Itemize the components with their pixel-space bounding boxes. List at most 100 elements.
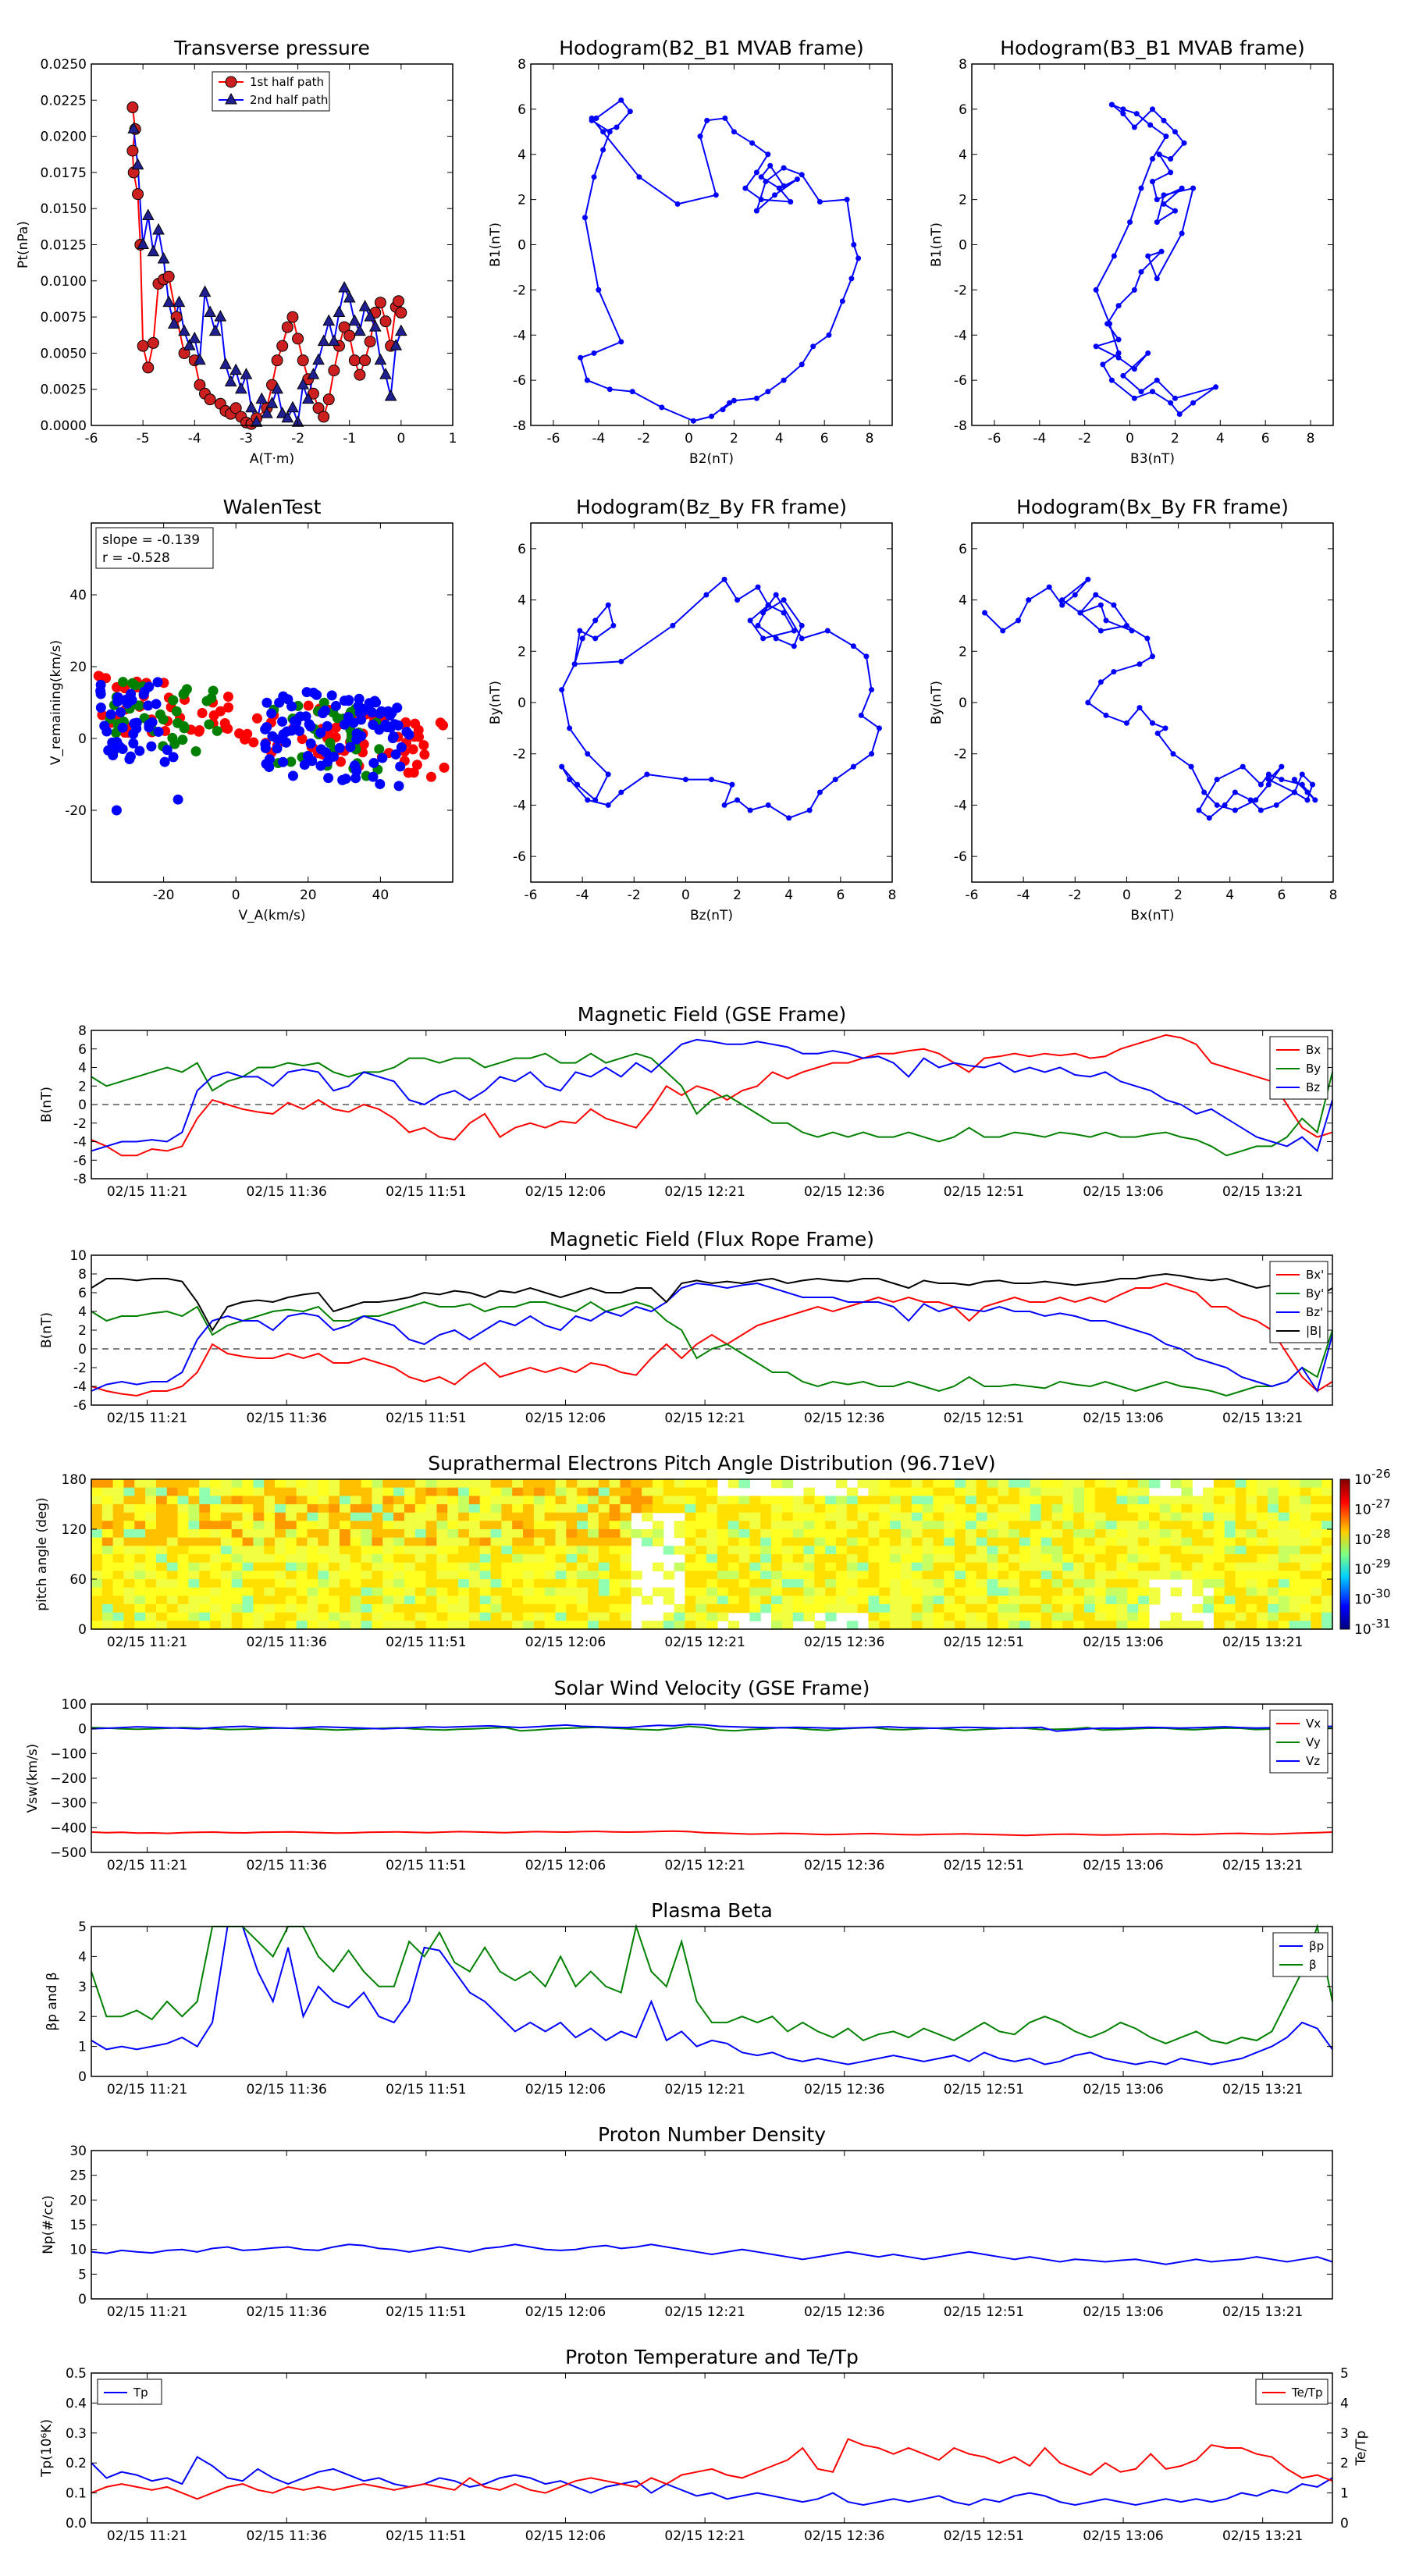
- heatmap-cell: [264, 1579, 276, 1589]
- hodogram-point: [747, 617, 753, 624]
- heatmap-cell: [134, 1479, 146, 1489]
- heatmap-cell: [436, 1579, 448, 1589]
- walen-point: [116, 706, 126, 717]
- heatmap-cell: [1105, 1479, 1118, 1489]
- heatmap-cell: [112, 1596, 125, 1605]
- y-tick-label: 6: [78, 1042, 87, 1058]
- heatmap-cell: [318, 1604, 329, 1614]
- heatmap-cell: [760, 1604, 772, 1614]
- heatmap-cell: [1040, 1612, 1053, 1621]
- heatmap-cell: [1116, 1562, 1128, 1571]
- chart-title: WalenTest: [223, 496, 322, 518]
- y-tick-label: 0.5: [66, 2366, 87, 2382]
- heatmap-cell: [685, 1504, 696, 1514]
- heatmap-cell: [1105, 1487, 1118, 1496]
- heatmap-cell: [404, 1604, 416, 1614]
- heatmap-cell: [1246, 1529, 1257, 1539]
- x-tick-label: 02/15 13:21: [1222, 1635, 1303, 1650]
- hodogram-point: [1304, 789, 1311, 795]
- heatmap-cell: [825, 1546, 837, 1555]
- heatmap-cell: [523, 1621, 535, 1630]
- heatmap-cell: [490, 1596, 502, 1605]
- heatmap-cell: [458, 1587, 470, 1596]
- heatmap-cell: [1278, 1546, 1290, 1555]
- heatmap-cell: [340, 1487, 351, 1496]
- heatmap-cell: [1030, 1587, 1042, 1596]
- heatmap-cell: [965, 1487, 977, 1496]
- heatmap-cell: [145, 1604, 157, 1614]
- heatmap-cell: [609, 1604, 621, 1614]
- heatmap-cell: [944, 1537, 955, 1546]
- heatmap-cell: [199, 1479, 211, 1489]
- heatmap-cell: [425, 1571, 438, 1580]
- heatmap-cell: [436, 1562, 448, 1571]
- heatmap-cell: [933, 1504, 944, 1514]
- heatmap-cell: [340, 1571, 351, 1580]
- walen-point: [392, 703, 403, 713]
- heatmap-cell: [1094, 1521, 1107, 1530]
- heatmap-cell: [1170, 1521, 1183, 1530]
- heatmap-cell: [642, 1496, 653, 1505]
- heatmap-cell: [264, 1621, 276, 1630]
- heatmap-cell: [479, 1546, 492, 1555]
- heatmap-cell: [275, 1521, 286, 1530]
- heatmap-cell: [879, 1512, 891, 1521]
- heatmap-cell: [382, 1529, 394, 1539]
- heatmap-cell: [361, 1537, 373, 1546]
- legend-label: Bx: [1306, 1043, 1321, 1057]
- y-tick-label: 0.1: [66, 2486, 87, 2502]
- heatmap-cell: [771, 1504, 783, 1514]
- walen-point: [396, 742, 407, 753]
- heatmap-cell: [1019, 1521, 1031, 1530]
- heatmap-cell: [890, 1562, 902, 1571]
- heatmap-cell: [458, 1579, 470, 1589]
- heatmap-cell: [479, 1587, 492, 1596]
- heatmap-cell: [512, 1487, 524, 1496]
- heatmap-cell: [134, 1512, 146, 1521]
- walen-point: [112, 739, 123, 750]
- heatmap-cell: [134, 1496, 146, 1505]
- heatmap-cell: [1084, 1612, 1096, 1621]
- heatmap-cell: [900, 1562, 912, 1571]
- heatmap-cell: [717, 1604, 729, 1614]
- heatmap-cell: [264, 1571, 276, 1580]
- heatmap-cell: [436, 1587, 448, 1596]
- plot-frame: [91, 522, 454, 883]
- x-tick-label: -1: [343, 431, 356, 447]
- x-tick-label: 02/15 11:51: [386, 1858, 466, 1873]
- heatmap-cell: [329, 1479, 340, 1489]
- heatmap-cell: [490, 1612, 502, 1621]
- heatmap-cell: [1268, 1554, 1279, 1564]
- heatmap-cell: [329, 1546, 340, 1555]
- heatmap-cell: [188, 1554, 200, 1564]
- heatmap-cell: [760, 1571, 772, 1580]
- walen-point: [103, 745, 114, 756]
- chart-title: Proton Number Density: [598, 2123, 826, 2146]
- heatmap-cell: [350, 1596, 362, 1605]
- heatmap-cell: [868, 1579, 880, 1589]
- heatmap-cell: [544, 1487, 557, 1496]
- heatmap-cell: [1019, 1529, 1031, 1539]
- heatmap-cell: [544, 1612, 557, 1621]
- heatmap-cell: [101, 1612, 114, 1621]
- heatmap-cell: [911, 1479, 923, 1489]
- heatmap-cell: [382, 1612, 394, 1621]
- y-tick-label: -8: [73, 1172, 87, 1187]
- heatmap-cell: [1019, 1562, 1031, 1571]
- x-tick-label: 02/15 11:21: [107, 2304, 187, 2320]
- walen-point: [322, 720, 333, 731]
- data-point-2nd-half: [358, 300, 372, 311]
- heatmap-cell: [1040, 1504, 1053, 1514]
- heatmap-cell: [868, 1512, 880, 1521]
- heatmap-cell: [695, 1521, 707, 1530]
- y-tick-label: 0: [78, 1722, 87, 1738]
- heatmap-cell: [112, 1529, 125, 1539]
- heatmap-cell: [868, 1479, 880, 1489]
- heatmap-cell: [512, 1621, 524, 1630]
- heatmap-cell: [253, 1529, 265, 1539]
- y-tick-label: 10: [69, 1248, 87, 1264]
- heatmap-cell: [1084, 1562, 1096, 1571]
- hodogram-point: [735, 797, 741, 803]
- heatmap-cell: [414, 1537, 427, 1546]
- heatmap-cell: [900, 1512, 912, 1521]
